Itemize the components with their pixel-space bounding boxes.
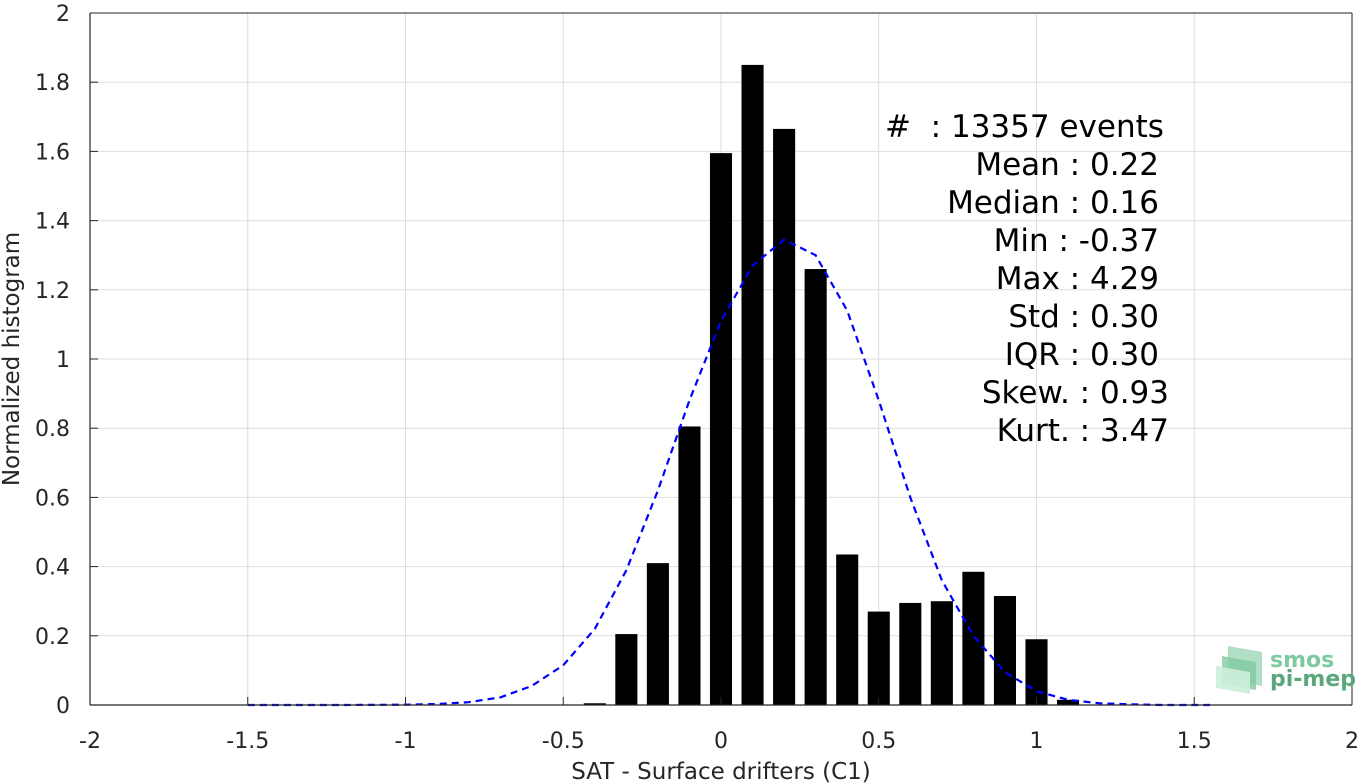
fit-curve <box>247 238 1210 707</box>
histogram-bar <box>646 563 669 705</box>
y-tick-label: 1.2 <box>35 279 70 304</box>
y-axis-label: Normalized histogram <box>0 232 25 486</box>
logo-line2: pi-mep <box>1270 667 1356 692</box>
y-tick-label: 2 <box>56 2 70 27</box>
logo-line1: smos <box>1270 648 1334 673</box>
stat-annotation: Median : 0.16 <box>947 185 1159 221</box>
x-axis-label: SAT - Surface drifters (C1) <box>571 759 871 784</box>
y-tick-label: 0.8 <box>35 417 70 442</box>
stat-annotation: Std : 0.30 <box>1008 299 1159 335</box>
y-tick-label: 0.4 <box>35 556 70 581</box>
histogram-bar <box>993 596 1016 705</box>
x-tick-label: 1 <box>1030 729 1044 754</box>
y-tick-labels: 0 0.2 0.4 0.6 0.8 1 1.2 1.4 1.6 1.8 2 <box>35 2 70 719</box>
y-tick-label: 0 <box>56 694 70 719</box>
histogram-bar <box>615 634 638 705</box>
axes <box>89 12 1353 706</box>
x-tick-label: 2 <box>1345 729 1359 754</box>
y-tick-label: 0.6 <box>35 486 70 511</box>
histogram-bar <box>678 426 701 705</box>
x-tick-labels: -2 -1.5 -1 -0.5 0 0.5 1 1.5 2 <box>79 729 1359 754</box>
x-tick-label: -2 <box>79 729 101 754</box>
histogram-bar <box>962 571 985 705</box>
histogram-bar <box>836 554 859 705</box>
x-tick-label: 1.5 <box>1177 729 1212 754</box>
stat-annotation: Kurt. : 3.47 <box>997 413 1169 449</box>
y-tick-label: 1.6 <box>35 140 70 165</box>
histogram-bar <box>583 703 606 705</box>
x-tick-label: -0.5 <box>542 729 585 754</box>
stat-annotation: Max : 4.29 <box>996 261 1159 297</box>
histogram-bar <box>709 153 733 705</box>
stat-annotation: IQR : 0.30 <box>1005 337 1159 373</box>
histogram-bar <box>773 128 796 705</box>
histogram-bar <box>867 611 890 705</box>
logo-graphic-icon <box>1216 646 1262 694</box>
y-tick-label: 0.2 <box>35 625 70 650</box>
histogram-bar <box>899 602 922 705</box>
histogram-bar <box>741 64 764 705</box>
stat-annotation: # : 13357 events <box>885 109 1164 145</box>
bars <box>583 64 1080 705</box>
stat-annotation: Min : -0.37 <box>994 223 1159 259</box>
histogram-bar <box>1057 699 1080 705</box>
y-tick-label: 1.8 <box>35 71 70 96</box>
x-tick-label: -1 <box>395 729 417 754</box>
histogram-bar <box>1025 639 1048 705</box>
stat-annotation: Mean : 0.22 <box>975 147 1159 183</box>
smos-pimep-logo: smos pi-mep <box>1216 646 1356 694</box>
x-tick-label: 0 <box>714 729 728 754</box>
histogram-bar <box>930 601 953 705</box>
y-tick-label: 1.4 <box>35 210 70 235</box>
x-tick-label: -1.5 <box>226 729 269 754</box>
stat-annotation: Skew. : 0.93 <box>982 375 1169 411</box>
x-tick-label: 0.5 <box>861 729 896 754</box>
histogram-bar <box>804 269 827 705</box>
y-tick-label: 1 <box>56 348 70 373</box>
